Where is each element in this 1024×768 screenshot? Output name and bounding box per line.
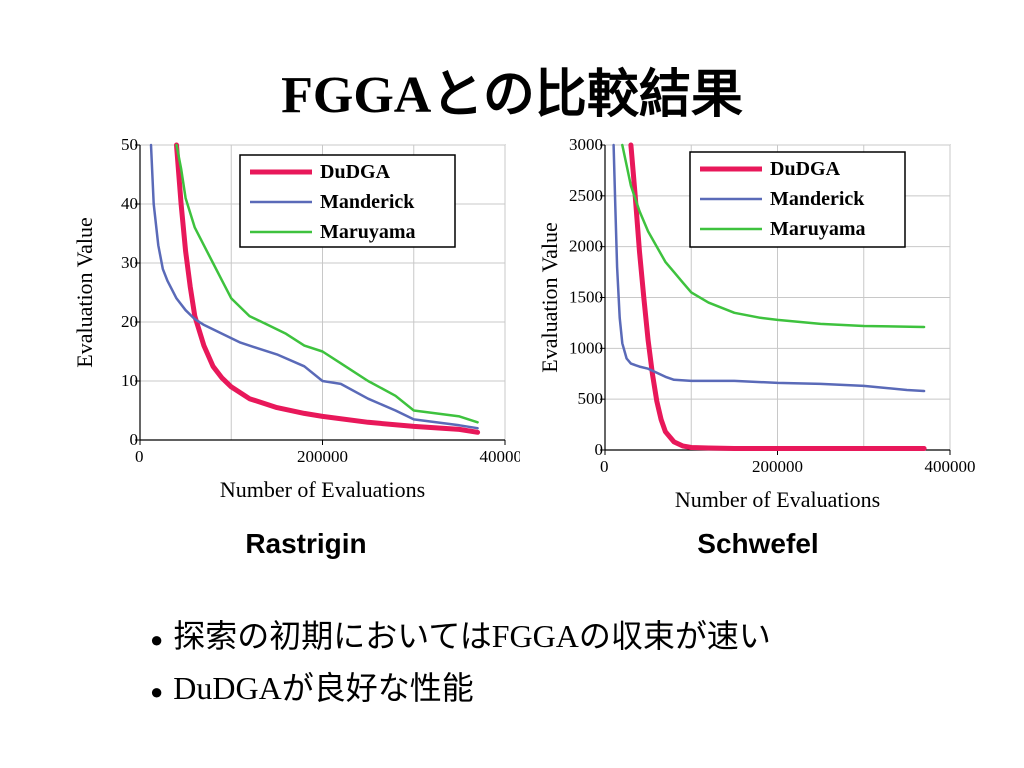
x-tick-label: 0 <box>135 447 144 466</box>
legend-entry: Maruyama <box>320 221 416 243</box>
series-line-dudga <box>628 142 927 451</box>
y-axis-label: Evaluation Value <box>72 217 97 368</box>
bullet-text: DuDGAが良好な性能 <box>173 670 474 706</box>
bullet-dot-icon: ● <box>150 678 164 704</box>
series-line-maruyama <box>175 143 479 424</box>
series-line-maruyama <box>621 143 926 329</box>
y-tick-label: 1000 <box>569 338 603 357</box>
schwefel-caption: Schwefel <box>697 528 819 559</box>
rastrigin-chart: 0 10 20 30 40 50 0 200000 400000 Number of Evalua… <box>72 135 521 502</box>
schwefel-chart: 0 500 1000 1500 2000 2500 3000 0 200000 400000 Num… <box>537 135 976 512</box>
bullet-dot-icon: ● <box>150 626 164 652</box>
x-tick-label: 400000 <box>925 457 976 476</box>
y-tick-label: 30 <box>121 253 138 272</box>
series-line-dudga <box>174 142 481 435</box>
y-tick-label: 10 <box>121 371 138 390</box>
x-tick-label: 400000 <box>480 447 521 466</box>
series-line-manderick <box>149 143 479 430</box>
rastrigin-caption: Rastrigin <box>245 528 367 559</box>
legend-entry: Maruyama <box>770 218 866 240</box>
x-tick-label: 0 <box>600 457 609 476</box>
y-tick-label: 50 <box>121 135 138 154</box>
y-tick-label: 0 <box>595 440 604 459</box>
bullet-list: ● 探索の初期においてはFGGAの収束が速い ● DuDGAが良好な性能 <box>150 610 771 714</box>
y-tick-label: 3000 <box>569 135 603 154</box>
y-tick-label: 0 <box>130 430 139 449</box>
y-tick-label: 2000 <box>569 237 603 256</box>
bullet-item: ● 探索の初期においてはFGGAの収束が速い <box>150 610 771 662</box>
legend-entry: DuDGA <box>770 158 841 180</box>
x-tick-label: 200000 <box>297 447 348 466</box>
y-tick-label: 1500 <box>569 288 603 307</box>
bullet-text: 探索の初期においてはFGGAの収束が速い <box>173 618 771 654</box>
series-line-manderick <box>612 143 926 393</box>
y-axis-label: Evaluation Value <box>537 222 562 373</box>
y-tick-label: 500 <box>578 389 604 408</box>
x-tick-label: 200000 <box>752 457 803 476</box>
legend-entry: DuDGA <box>320 161 391 183</box>
legend-entry: Manderick <box>320 191 415 213</box>
y-tick-label: 2500 <box>569 186 603 205</box>
x-axis-label: Number of Evaluations <box>675 487 880 512</box>
y-tick-label: 40 <box>121 194 138 213</box>
page-title: FGGAとの比較結果 <box>281 67 743 124</box>
legend-entry: Manderick <box>770 188 865 210</box>
x-axis-label: Number of Evaluations <box>220 477 425 502</box>
bullet-item: ● DuDGAが良好な性能 <box>150 662 771 714</box>
y-tick-label: 20 <box>121 312 138 331</box>
